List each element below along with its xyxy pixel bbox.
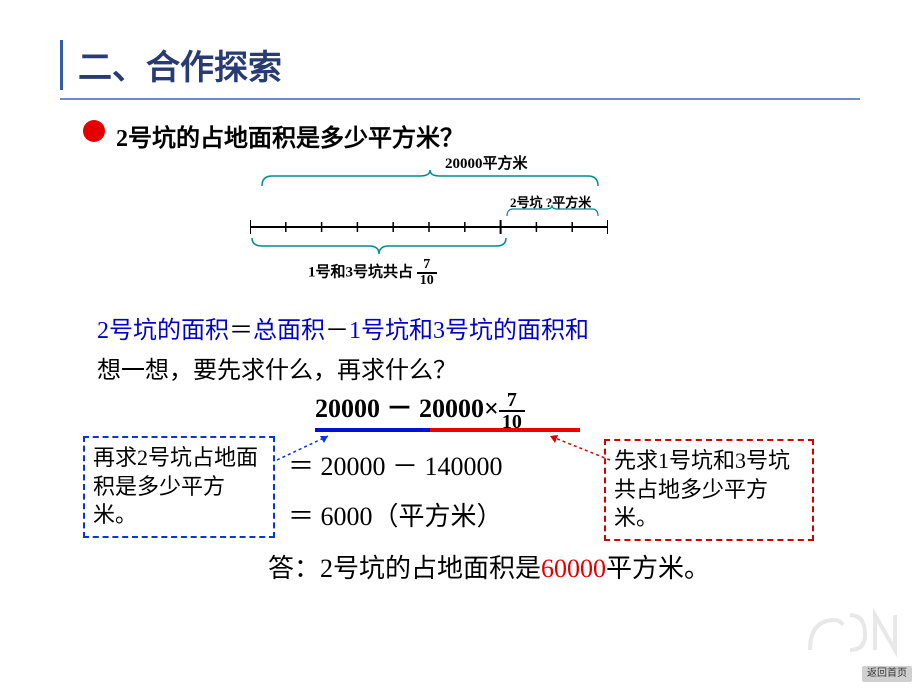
bullet-dot xyxy=(83,120,105,142)
pit13-prefix: 1号和3号坑共占 xyxy=(308,264,413,280)
watermark-icon xyxy=(795,595,915,665)
return-home-button[interactable]: 返回首页 xyxy=(862,666,912,682)
calc-line1: 20000 － 20000× 7 10 xyxy=(315,388,525,432)
question-text: 2号坑的占地面积是多少平方米？ xyxy=(116,118,464,153)
answer-prefix: 答：2号坑的占地面积是 xyxy=(268,554,541,583)
calc1-b: 20000× xyxy=(419,394,499,423)
diagram-frac-n: 7 xyxy=(417,258,437,274)
right-hint-box: 先求1号坑和3号坑共占地多少平方米。 xyxy=(604,439,814,541)
answer-suffix: 平方米。 xyxy=(606,554,710,583)
left-hint-box: 再求2号坑占地面积是多少平方米。 xyxy=(83,436,275,538)
calc-frac-n: 7 xyxy=(499,390,525,412)
formula-rhs-b: 1号坑和3号坑的面积和 xyxy=(349,318,589,344)
formula-minus: － xyxy=(325,318,349,344)
number-line-diagram: 20000平方米 2号坑 ?平方米 1号和3号坑共占 7 10 xyxy=(190,152,620,292)
top-brace-icon xyxy=(260,170,600,188)
answer-value: 60000 xyxy=(541,554,606,583)
formula-text: 2号坑的面积＝总面积－1号坑和3号坑的面积和 xyxy=(97,310,589,345)
diagram-frac-d: 10 xyxy=(417,274,437,288)
formula-rhs-a: 总面积 xyxy=(253,318,325,344)
title-underline xyxy=(60,98,860,100)
small-brace-icon xyxy=(505,205,600,217)
section-title: 二、合作探索 xyxy=(78,40,282,89)
bottom-brace-icon xyxy=(250,236,508,254)
pit13-label: 1号和3号坑共占 7 10 xyxy=(308,258,437,288)
formula-lhs: 2号坑的面积 xyxy=(97,318,229,344)
formula-eq: ＝ xyxy=(229,318,253,344)
calc-line3: ＝ 6000（平方米） xyxy=(288,496,503,533)
red-arrow-icon xyxy=(540,432,612,462)
number-line-icon xyxy=(250,220,608,234)
side-accent-line xyxy=(60,40,63,90)
think-prompt: 想一想，要先求什么，再求什么？ xyxy=(97,350,457,385)
calc1-a: 20000 xyxy=(315,394,380,423)
calc1-op: － xyxy=(387,394,413,423)
calc-line2: ＝ 20000 － 140000 xyxy=(288,446,503,483)
answer-line: 答：2号坑的占地面积是60000平方米。 xyxy=(268,548,710,585)
